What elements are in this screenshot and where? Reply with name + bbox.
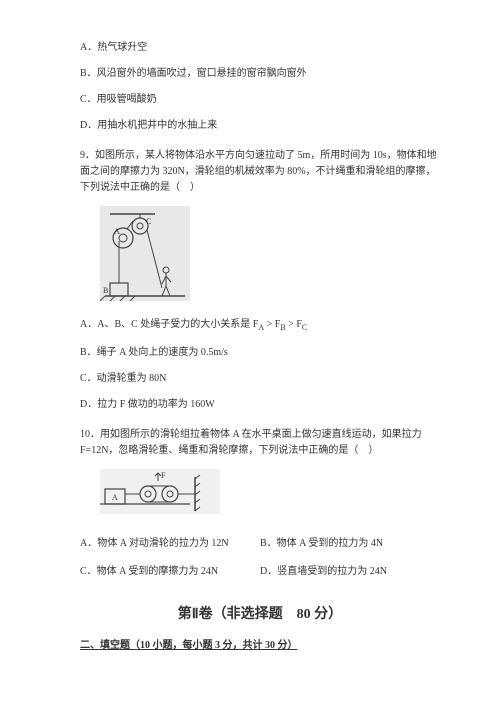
section-2-title: 第Ⅱ卷（非选择题 80 分）: [80, 604, 440, 626]
q8-option-b: B．风沿窗外的墙面吹过，窗口悬挂的窗帘飘向窗外: [80, 66, 440, 82]
q8-option-c: C．用吸管喝酸奶: [80, 92, 440, 108]
q9-figure: B A C: [100, 206, 440, 307]
q9-option-b: B．绳子 A 处向上的速度为 0.5m/s: [80, 345, 440, 361]
q9-option-c: C．动滑轮重为 80N: [80, 371, 440, 387]
svg-text:C: C: [146, 217, 151, 226]
svg-text:F: F: [161, 471, 166, 480]
option-text: C．物体 A 受到的摩擦力为 24N: [80, 566, 218, 577]
question-10: 10．用如图所示的滑轮组拉着物体 A 在水平桌面上做匀速直线运动，如果拉力 F=…: [80, 427, 440, 586]
q8-option-a: A．热气球升空: [80, 40, 440, 56]
q10-option-b: B．物体 A 受到的拉力为 4N: [260, 536, 440, 552]
pulley-horizontal-icon: A F: [100, 469, 220, 514]
option-text: A．A、B、C 处绳子受力的大小关系是 FA > FB > FC: [80, 319, 307, 330]
q9-stem: 9．如图所示，某人将物体沿水平方向匀速拉动了 5m，所用时间为 10s，物体和地…: [80, 148, 440, 196]
q10-stem: 10．用如图所示的滑轮组拉着物体 A 在水平桌面上做匀速直线运动，如果拉力 F=…: [80, 427, 440, 459]
q10-option-c: C．物体 A 受到的摩擦力为 24N: [80, 564, 260, 580]
exam-page: A．热气球升空 B．风沿窗外的墙面吹过，窗口悬挂的窗帘飘向窗外 C．用吸管喝酸奶…: [0, 0, 500, 674]
option-text: A．物体 A 对动滑轮的拉力为 12N: [80, 538, 229, 549]
q10-option-a: A．物体 A 对动滑轮的拉力为 12N: [80, 536, 260, 552]
q10-options: A．物体 A 对动滑轮的拉力为 12N B．物体 A 受到的拉力为 4N C．物…: [80, 530, 440, 586]
option-text: A．热气球升空: [80, 42, 147, 53]
option-text: B．物体 A 受到的拉力为 4N: [260, 538, 383, 549]
option-text: D．用抽水机把井中的水抽上来: [80, 120, 217, 131]
option-text: B．风沿窗外的墙面吹过，窗口悬挂的窗帘飘向窗外: [80, 68, 307, 79]
svg-text:A: A: [112, 493, 118, 502]
option-text: B．绳子 A 处向上的速度为 0.5m/s: [80, 347, 228, 358]
option-text: D．拉力 F 做功的功率为 160W: [80, 399, 215, 410]
q10-figure: A F: [100, 469, 440, 520]
q9-option-a: A．A、B、C 处绳子受力的大小关系是 FA > FB > FC: [80, 317, 440, 335]
pulley-vertical-icon: B A C: [100, 206, 190, 301]
question-9: 9．如图所示，某人将物体沿水平方向匀速拉动了 5m，所用时间为 10s，物体和地…: [80, 148, 440, 413]
q9-options: A．A、B、C 处绳子受力的大小关系是 FA > FB > FC B．绳子 A …: [80, 317, 440, 413]
option-text: C．用吸管喝酸奶: [80, 94, 157, 105]
fill-blank-heading: 二、填空题（10 小题，每小题 3 分，共计 30 分）: [80, 638, 440, 654]
svg-text:B: B: [103, 286, 108, 295]
q9-option-d: D．拉力 F 做功的功率为 160W: [80, 397, 440, 413]
svg-text:A: A: [114, 227, 120, 236]
option-text: D．竖直墙受到的拉力为 24N: [260, 566, 387, 577]
q10-option-d: D．竖直墙受到的拉力为 24N: [260, 564, 440, 580]
q8-option-d: D．用抽水机把井中的水抽上来: [80, 118, 440, 134]
option-text: C．动滑轮重为 80N: [80, 373, 166, 384]
